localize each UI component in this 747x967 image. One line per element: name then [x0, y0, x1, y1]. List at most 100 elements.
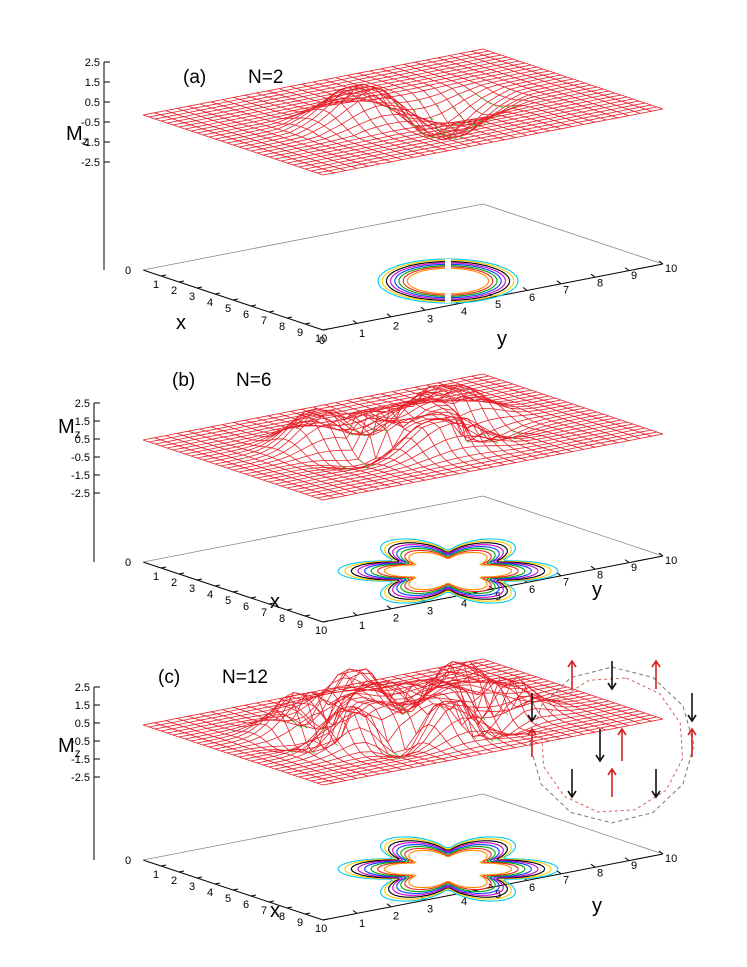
panel-c-mesh-v-12	[278, 692, 460, 759]
panel-b-neg-mark-34	[517, 432, 521, 435]
panel-a-z-axis: 2.5 1.5 0.5 -0.5 -1.5 -2.5	[81, 57, 110, 270]
panel-b-surface	[142, 373, 664, 501]
panel-a-origin-label: 0	[125, 265, 131, 277]
panel-c-mesh-v-25	[426, 669, 607, 731]
panel-b-y-tick-9	[624, 559, 630, 563]
panel-a-neg-mark-6	[412, 109, 417, 112]
panel-a-y-tick-label-4: 4	[461, 306, 467, 318]
panel-b-mesh-v-0	[142, 439, 324, 501]
panel-c-x-tick-label-6: 6	[243, 899, 249, 911]
panel-a-z-tick-label-2.5: 2.5	[85, 57, 100, 69]
panel-b-neg-mark-28	[347, 468, 351, 471]
panel-a-mesh-v-2	[165, 110, 346, 171]
panel-a-mesh-v-20	[369, 70, 550, 136]
panel-c-y-tick-2	[386, 903, 392, 908]
panel-c-neg-mark-18	[334, 743, 339, 746]
panel-a-mesh-v-27	[448, 55, 630, 116]
inset-spin-head-4	[687, 727, 697, 736]
panel-b-neg-mark-0	[348, 423, 353, 427]
panel-b-neg-mark-4	[349, 433, 353, 436]
panel-c-x-tick-4	[214, 882, 221, 885]
panel-c-mesh-v-23	[403, 660, 584, 735]
panel-a-neg-mark-14	[430, 117, 434, 120]
panel-a-contour-2	[385, 261, 511, 301]
panel-c-y-tick-label-7: 7	[563, 875, 569, 887]
panel-c-mesh-v-16	[324, 668, 505, 751]
panel-a-x-tick-label-7: 7	[261, 315, 267, 327]
panel-b-contour-6	[376, 549, 519, 593]
panel-c-contour-5	[370, 845, 526, 893]
panel-b-neg-mark-38	[512, 437, 516, 440]
panel-c-mesh-v-11	[267, 695, 448, 762]
panel-b-z-tick-label-2.5: 2.5	[75, 398, 90, 410]
panel-c-x-tick-5	[232, 888, 239, 891]
panel-c-mesh-v-6	[210, 710, 392, 773]
panel-c-x-tick-label-2: 2	[171, 875, 177, 887]
panel-c-x-tick-10	[322, 918, 329, 921]
panel-c-neg-mark-10	[321, 728, 325, 732]
panel-b-y-tick-label-10: 10	[665, 555, 677, 567]
panel-c-contour-4	[363, 844, 533, 894]
panel-b-contour-3	[357, 544, 539, 598]
panel-a-x-tick-label-5: 5	[225, 303, 231, 315]
panel-c-neg-mark-16	[312, 751, 316, 755]
panel-a-neg-mark-18	[475, 93, 479, 97]
panel-b-y-tick-label-5: 5	[495, 591, 501, 603]
panel-c-mesh-v-4	[188, 715, 369, 777]
panel-a-neg-mark-42	[493, 104, 497, 107]
panel-a-mesh-v-3	[176, 108, 358, 169]
panel-c-mesh-v-18	[346, 679, 528, 746]
panel-c-x-tick-8	[286, 906, 293, 909]
panel-b-mesh-v-18	[346, 399, 528, 461]
panel-c-contour-1	[343, 838, 552, 900]
panel-a-neg-mark-2	[418, 99, 422, 103]
panel-b-y-tick-7	[556, 572, 562, 577]
panel-c-neg-mark-32	[394, 757, 398, 760]
panel-c-contour-3	[357, 842, 539, 896]
panel-c-neg-mark-28	[388, 753, 392, 757]
panel-c-contours	[337, 836, 559, 902]
panel-c-z-tick-label--0.5: -0.5	[71, 736, 90, 748]
panel-a-neg-mark-36	[425, 135, 429, 139]
panel-b-mesh-v-5	[199, 428, 380, 490]
panel-b-label: (b)	[172, 370, 195, 391]
panel-b-origin-label: 0	[125, 557, 131, 569]
panel-b-y-tick-label-7: 7	[563, 577, 569, 589]
panel-a-mesh-v-12	[278, 83, 460, 149]
panel-a-x-tick-10	[322, 328, 329, 331]
panel-b-back-edge	[142, 495, 484, 563]
panel-a-mesh-v-8	[233, 97, 414, 158]
panel-b-contour-0	[337, 538, 559, 604]
panel-b-mesh-v-15	[312, 406, 494, 468]
panel-c-x-tick-2	[178, 870, 185, 873]
panel-a-neg-mark-26	[481, 97, 485, 101]
panel-a-label: (a)	[183, 67, 206, 88]
panel-a-x-tick-4	[214, 292, 221, 295]
panel-c-z-tick-label--2.5: -2.5	[71, 772, 90, 784]
panel-c-mesh-v-3	[176, 718, 358, 779]
panel-c-neg-mark-8	[406, 711, 410, 714]
panel-a-neg-mark-12	[407, 117, 411, 120]
panel-a-x-tick-label-2: 2	[171, 285, 177, 297]
panel-a-x-tick-2	[178, 280, 185, 283]
panel-c-y-tick-label-6: 6	[529, 882, 535, 894]
panel-b-mesh-v-28	[460, 378, 641, 439]
panel-a-mesh-v-4	[188, 105, 369, 167]
panel-a-neg-mark-28	[419, 131, 423, 135]
panel-c-y-tick-label-3: 3	[427, 903, 433, 915]
panel-a-x-tick-label-10: 10	[315, 333, 327, 345]
panel-a-surface	[142, 48, 664, 176]
panel-b-z-tick-label--1.5: -1.5	[71, 470, 90, 482]
panel-b-neg-mark-2	[354, 429, 359, 432]
panel-a-neg-mark-74	[455, 122, 459, 126]
panel-c-neg-mark-2	[298, 725, 302, 728]
panel-b-x-tick-label-9: 9	[297, 619, 303, 631]
panel-c-mesh-v-28	[460, 663, 641, 724]
panel-a-mesh-v-21	[380, 68, 562, 130]
panel-b-mesh-v-16	[324, 404, 505, 466]
panel-a-neg-mark-40	[470, 124, 475, 128]
panel-a-neg-mark-48	[476, 124, 481, 128]
